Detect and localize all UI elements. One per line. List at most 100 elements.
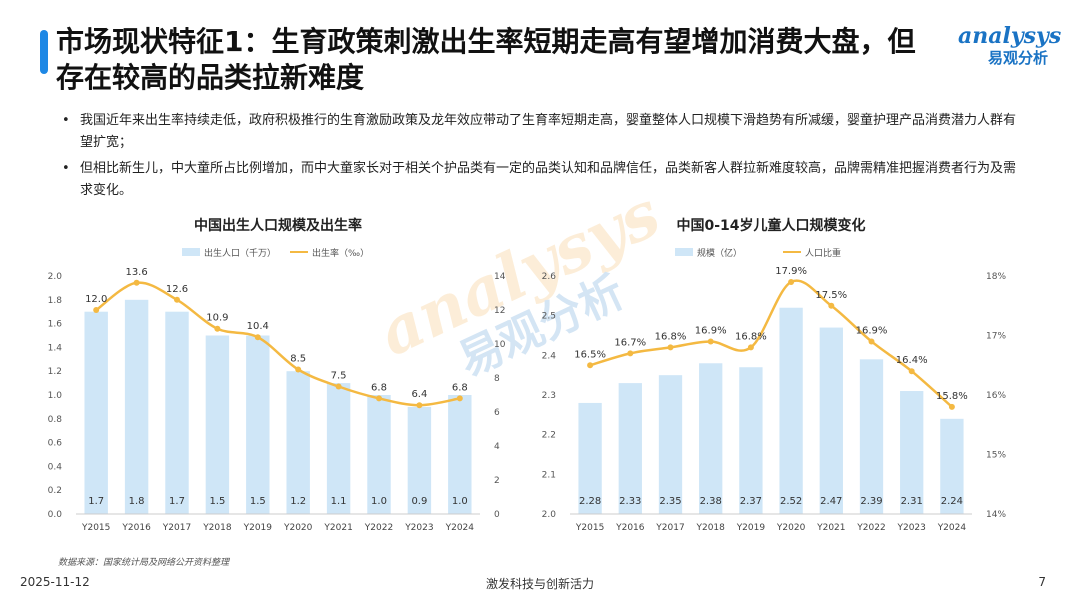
line-data-label: 10.4 <box>247 321 269 332</box>
bar-data-label: 2.37 <box>740 496 762 507</box>
chart-bar <box>739 367 763 514</box>
line-point <box>627 350 634 357</box>
line-data-label: 13.6 <box>125 267 147 278</box>
line-data-label: 12.6 <box>166 284 188 295</box>
x-tick-label: Y2020 <box>776 523 806 533</box>
line-data-label: 16.8% <box>655 331 687 342</box>
data-source: 数据来源：国家统计局及网络公开资料整理 <box>58 558 230 568</box>
chart-bar <box>326 383 351 514</box>
bar-data-label: 2.38 <box>700 496 722 507</box>
bar-data-label: 2.31 <box>901 496 923 507</box>
bar-data-label: 2.39 <box>860 496 882 507</box>
bar-data-label: 1.1 <box>331 496 347 507</box>
y-right-tick-label: 12 <box>494 306 505 316</box>
line-point <box>587 362 594 369</box>
y-right-tick-label: 17% <box>986 332 1006 342</box>
line-data-label: 15.8% <box>936 391 968 402</box>
chart-bar <box>286 371 310 514</box>
y-left-tick-label: 1.8 <box>48 296 63 306</box>
line-point <box>667 344 674 351</box>
line-data-label: 8.5 <box>290 354 306 365</box>
y-left-tick-label: 0.4 <box>48 462 63 472</box>
x-tick-label: Y2015 <box>81 523 110 533</box>
y-left-tick-label: 2.5 <box>542 312 556 322</box>
footer-date: 2025-11-12 <box>20 575 90 589</box>
y-left-tick-label: 2.2 <box>542 431 556 441</box>
line-data-label: 6.8 <box>452 382 468 393</box>
line-point <box>214 325 221 332</box>
y-left-tick-label: 0.6 <box>48 439 63 449</box>
line-data-label: 16.8% <box>735 331 767 342</box>
y-left-tick-label: 2.1 <box>542 470 556 480</box>
y-left-tick-label: 0.2 <box>48 486 62 496</box>
logo-wordmark: analysys <box>958 23 1062 49</box>
series-line <box>589 279 953 408</box>
x-tick-label: Y2020 <box>283 523 313 533</box>
bar-data-label: 1.8 <box>129 496 145 507</box>
line-point <box>335 383 342 390</box>
x-tick-label: Y2017 <box>655 523 684 533</box>
legend-label-line: 出生率（‰） <box>312 247 369 259</box>
y-right-tick-label: 18% <box>986 272 1006 282</box>
y-left-tick-label: 1.4 <box>48 343 63 353</box>
x-tick-label: Y2016 <box>615 523 645 533</box>
bar-data-label: 2.28 <box>579 496 601 507</box>
chart-bar <box>779 307 803 514</box>
line-data-label: 16.5% <box>574 349 606 360</box>
y-right-tick-label: 8 <box>494 374 500 384</box>
line-point <box>174 296 180 303</box>
y-right-tick-label: 4 <box>494 442 500 452</box>
y-left-tick-label: 2.0 <box>48 272 63 282</box>
chart-bar <box>246 335 270 514</box>
chart-bar <box>940 418 964 514</box>
chart-bar <box>205 335 230 514</box>
series-line <box>95 281 461 407</box>
y-left-tick-label: 2.0 <box>542 510 557 520</box>
bar-data-label: 2.35 <box>659 496 681 507</box>
line-point <box>376 395 382 402</box>
bar-data-label: 1.0 <box>371 496 387 507</box>
y-right-tick-label: 14% <box>986 510 1006 520</box>
y-right-tick-label: 6 <box>494 408 500 418</box>
page-title: 市场现状特征1：生育政策刺激出生率短期走高有望增加消费大盘，但存在较高的品类拉新… <box>56 25 916 94</box>
bullet-item: • 但相比新生儿，中大童所占比例增加，而中大童家长对于相关个护品类有一定的品类认… <box>60 158 1020 202</box>
bar-data-label: 1.2 <box>290 496 306 507</box>
line-point <box>416 402 423 409</box>
bar-data-label: 1.0 <box>452 496 468 507</box>
y-left-tick-label: 2.4 <box>542 351 557 361</box>
y-right-tick-label: 0 <box>494 510 500 520</box>
x-tick-label: Y2016 <box>121 523 151 533</box>
legend-label-line: 人口比重 <box>805 247 841 259</box>
chart-bar <box>859 359 884 514</box>
x-tick-label: Y2015 <box>575 523 604 533</box>
line-point <box>948 403 955 410</box>
legend-swatch-bar <box>182 248 200 256</box>
bar-data-label: 2.52 <box>780 496 802 507</box>
legend-label-bar: 规模（亿） <box>697 247 742 259</box>
bar-data-label: 1.7 <box>88 496 104 507</box>
chart-bar <box>658 375 683 514</box>
chart-bar <box>578 402 602 514</box>
line-point <box>908 368 915 375</box>
line-data-label: 17.9% <box>775 266 807 277</box>
x-tick-label: Y2019 <box>736 523 766 533</box>
bar-data-label: 2.47 <box>820 496 842 507</box>
line-point <box>254 334 261 341</box>
line-point <box>93 307 100 313</box>
chart-title: 中国0-14岁儿童人口规模变化 <box>676 217 865 234</box>
line-point <box>133 279 140 286</box>
x-tick-label: Y2022 <box>856 523 885 533</box>
bullet-dot-icon: • <box>62 113 70 128</box>
x-tick-label: Y2023 <box>896 523 925 533</box>
chart-bar <box>448 395 472 514</box>
x-tick-label: Y2018 <box>202 523 232 533</box>
bar-data-label: 2.33 <box>619 496 641 507</box>
line-data-label: 16.7% <box>614 337 646 348</box>
chart-bar <box>84 311 108 514</box>
line-data-label: 17.5% <box>815 290 847 301</box>
chart-bar <box>699 363 723 514</box>
chart-bar <box>367 395 391 514</box>
y-right-tick-label: 10 <box>494 340 506 350</box>
